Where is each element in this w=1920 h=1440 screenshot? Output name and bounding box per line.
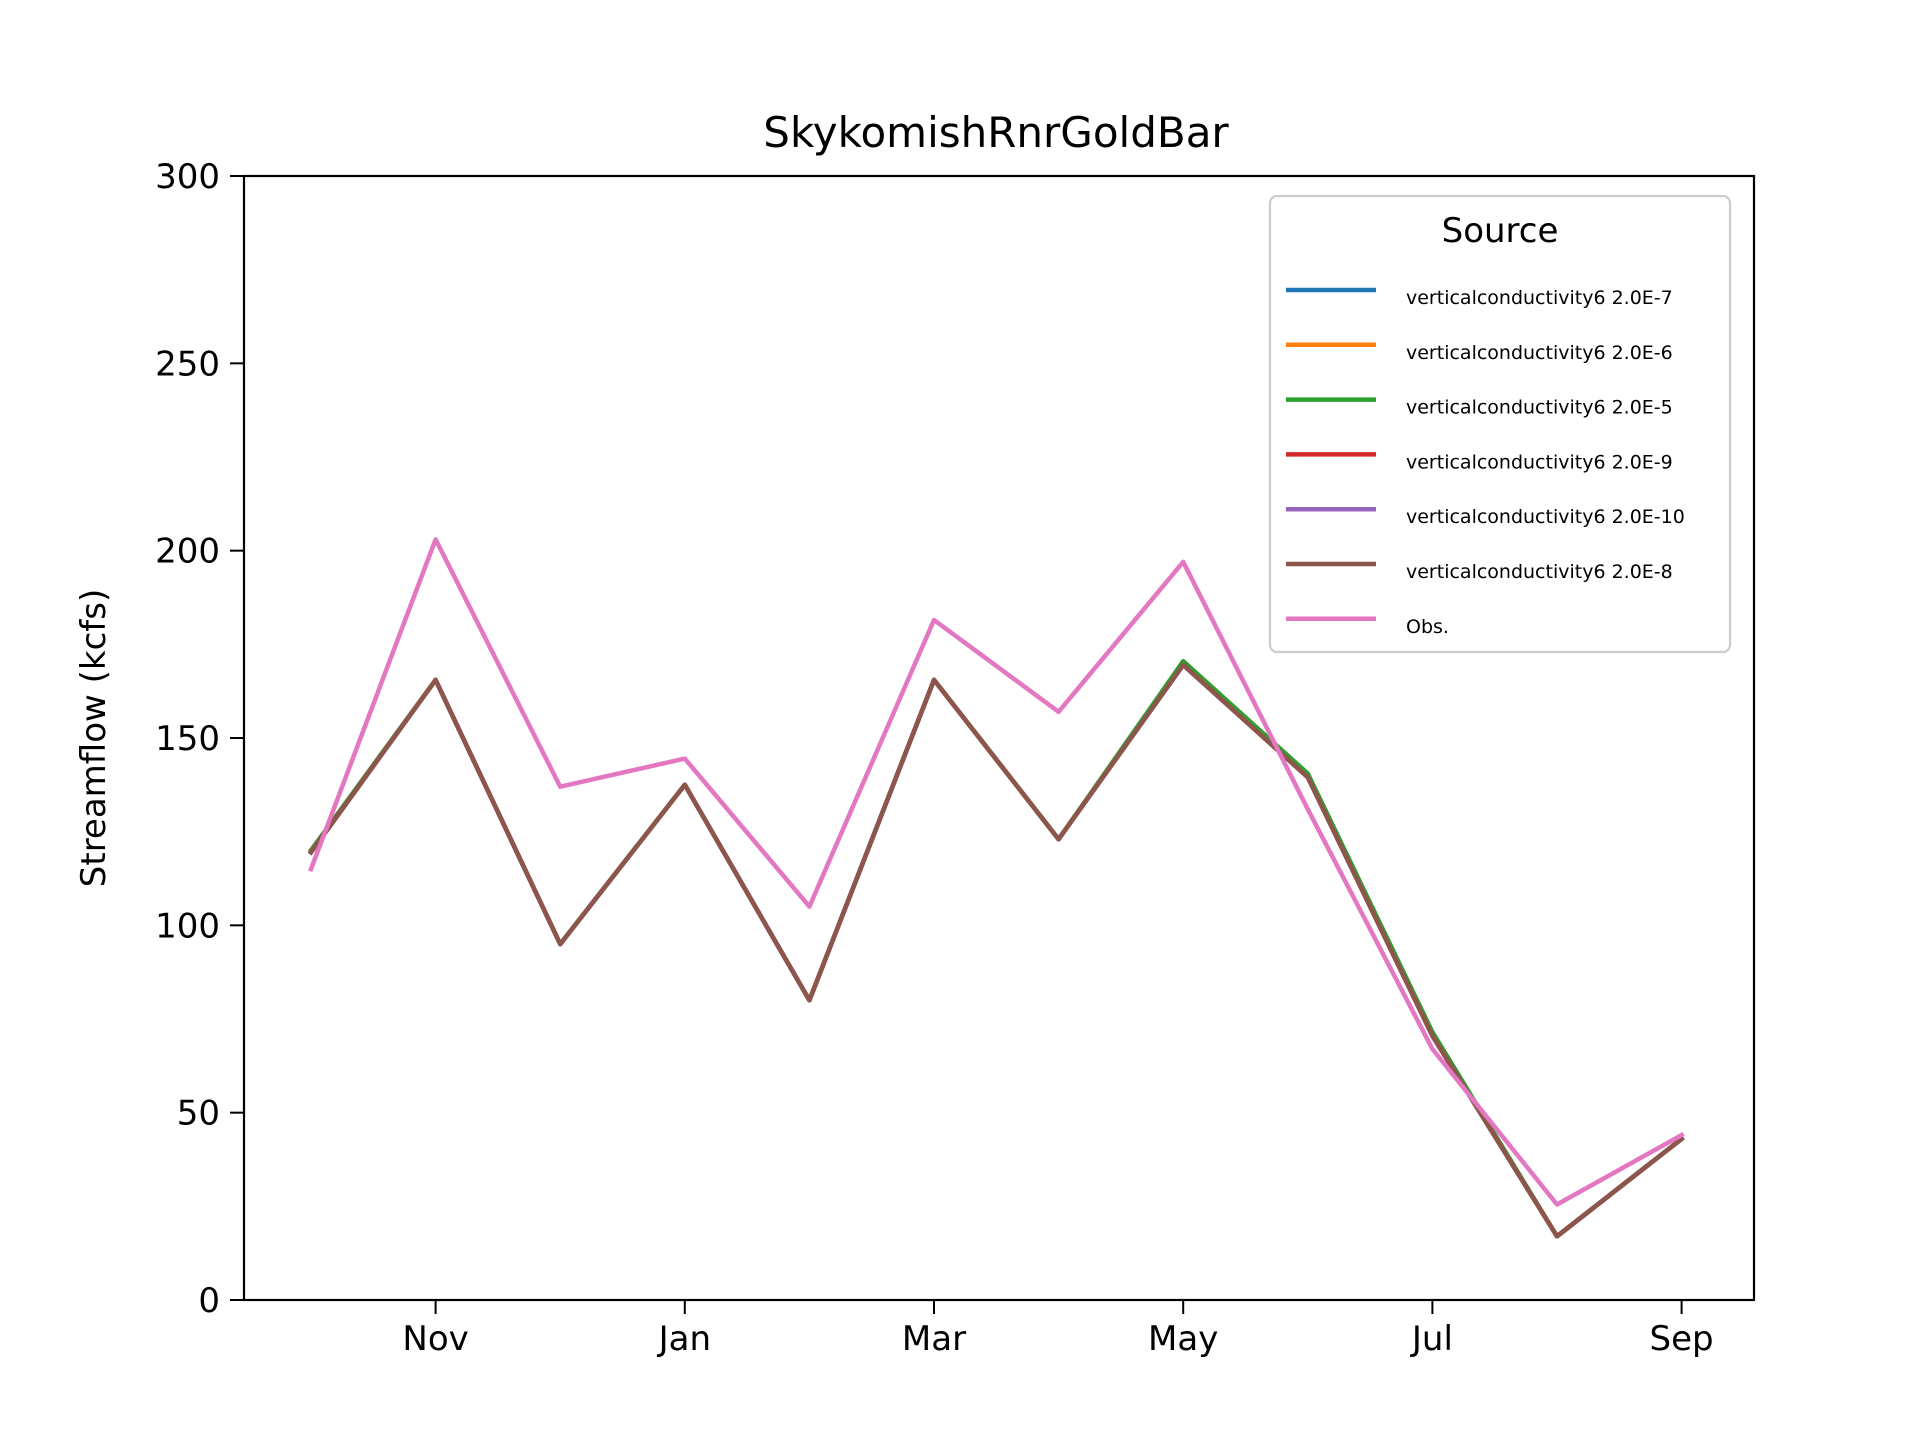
x-axis-ticks: Nov Jan Mar May Jul Sep: [402, 1300, 1714, 1359]
plot-frame: [242, 174, 1756, 1302]
y-tick-label: 0: [198, 1281, 220, 1321]
legend-label-3: verticalconductivity6 2.0E-9: [1406, 451, 1673, 473]
legend: Source verticalconductivity6 2.0E-7verti…: [1268, 194, 1732, 654]
x-tick-label: Nov: [402, 1319, 468, 1359]
y-axis-ticks: 0 50 100 150 200 250 300: [155, 157, 244, 1321]
legend-entries: verticalconductivity6 2.0E-7 verticalcond…: [1286, 287, 1685, 638]
legend-label-5: verticalconductivity6 2.0E-8: [1406, 561, 1673, 583]
series-line-4: [307, 662, 1685, 1239]
legend-title: Source: [1442, 211, 1559, 251]
y-tick-label: 100: [155, 906, 220, 946]
series-line-6: [308, 537, 1685, 1207]
y-tick-label: 50: [177, 1094, 220, 1134]
legend-label-6: Obs.: [1406, 616, 1449, 638]
chart-title: SkykomishRnrGoldBar: [763, 108, 1229, 157]
legend-label-1: verticalconductivity6 2.0E-6: [1406, 342, 1673, 364]
series-line-0: [307, 660, 1685, 1239]
x-tick-label: May: [1148, 1319, 1218, 1359]
y-tick-label: 250: [155, 344, 220, 384]
x-tick-label: Mar: [902, 1319, 966, 1359]
legend-label-0: verticalconductivity6 2.0E-7: [1406, 287, 1673, 309]
x-tick-label: Sep: [1650, 1319, 1714, 1359]
legend-label-2: verticalconductivity6 2.0E-5: [1406, 397, 1673, 419]
y-axis-label: Streamflow (kcfs): [74, 589, 114, 887]
series-lines: [307, 537, 1685, 1239]
y-tick-label: 300: [155, 157, 220, 197]
x-tick-label: Jan: [657, 1319, 711, 1359]
series-line-2: [307, 658, 1685, 1239]
y-tick-label: 200: [155, 532, 220, 572]
series-line-1: [307, 660, 1685, 1239]
y-tick-label: 150: [155, 719, 220, 759]
legend-frame: [1268, 194, 1732, 654]
series-line-5: [307, 662, 1685, 1239]
series-line-3: [307, 662, 1685, 1239]
legend-label-4: verticalconductivity6 2.0E-10: [1406, 506, 1685, 528]
x-tick-label: Jul: [1410, 1319, 1453, 1359]
